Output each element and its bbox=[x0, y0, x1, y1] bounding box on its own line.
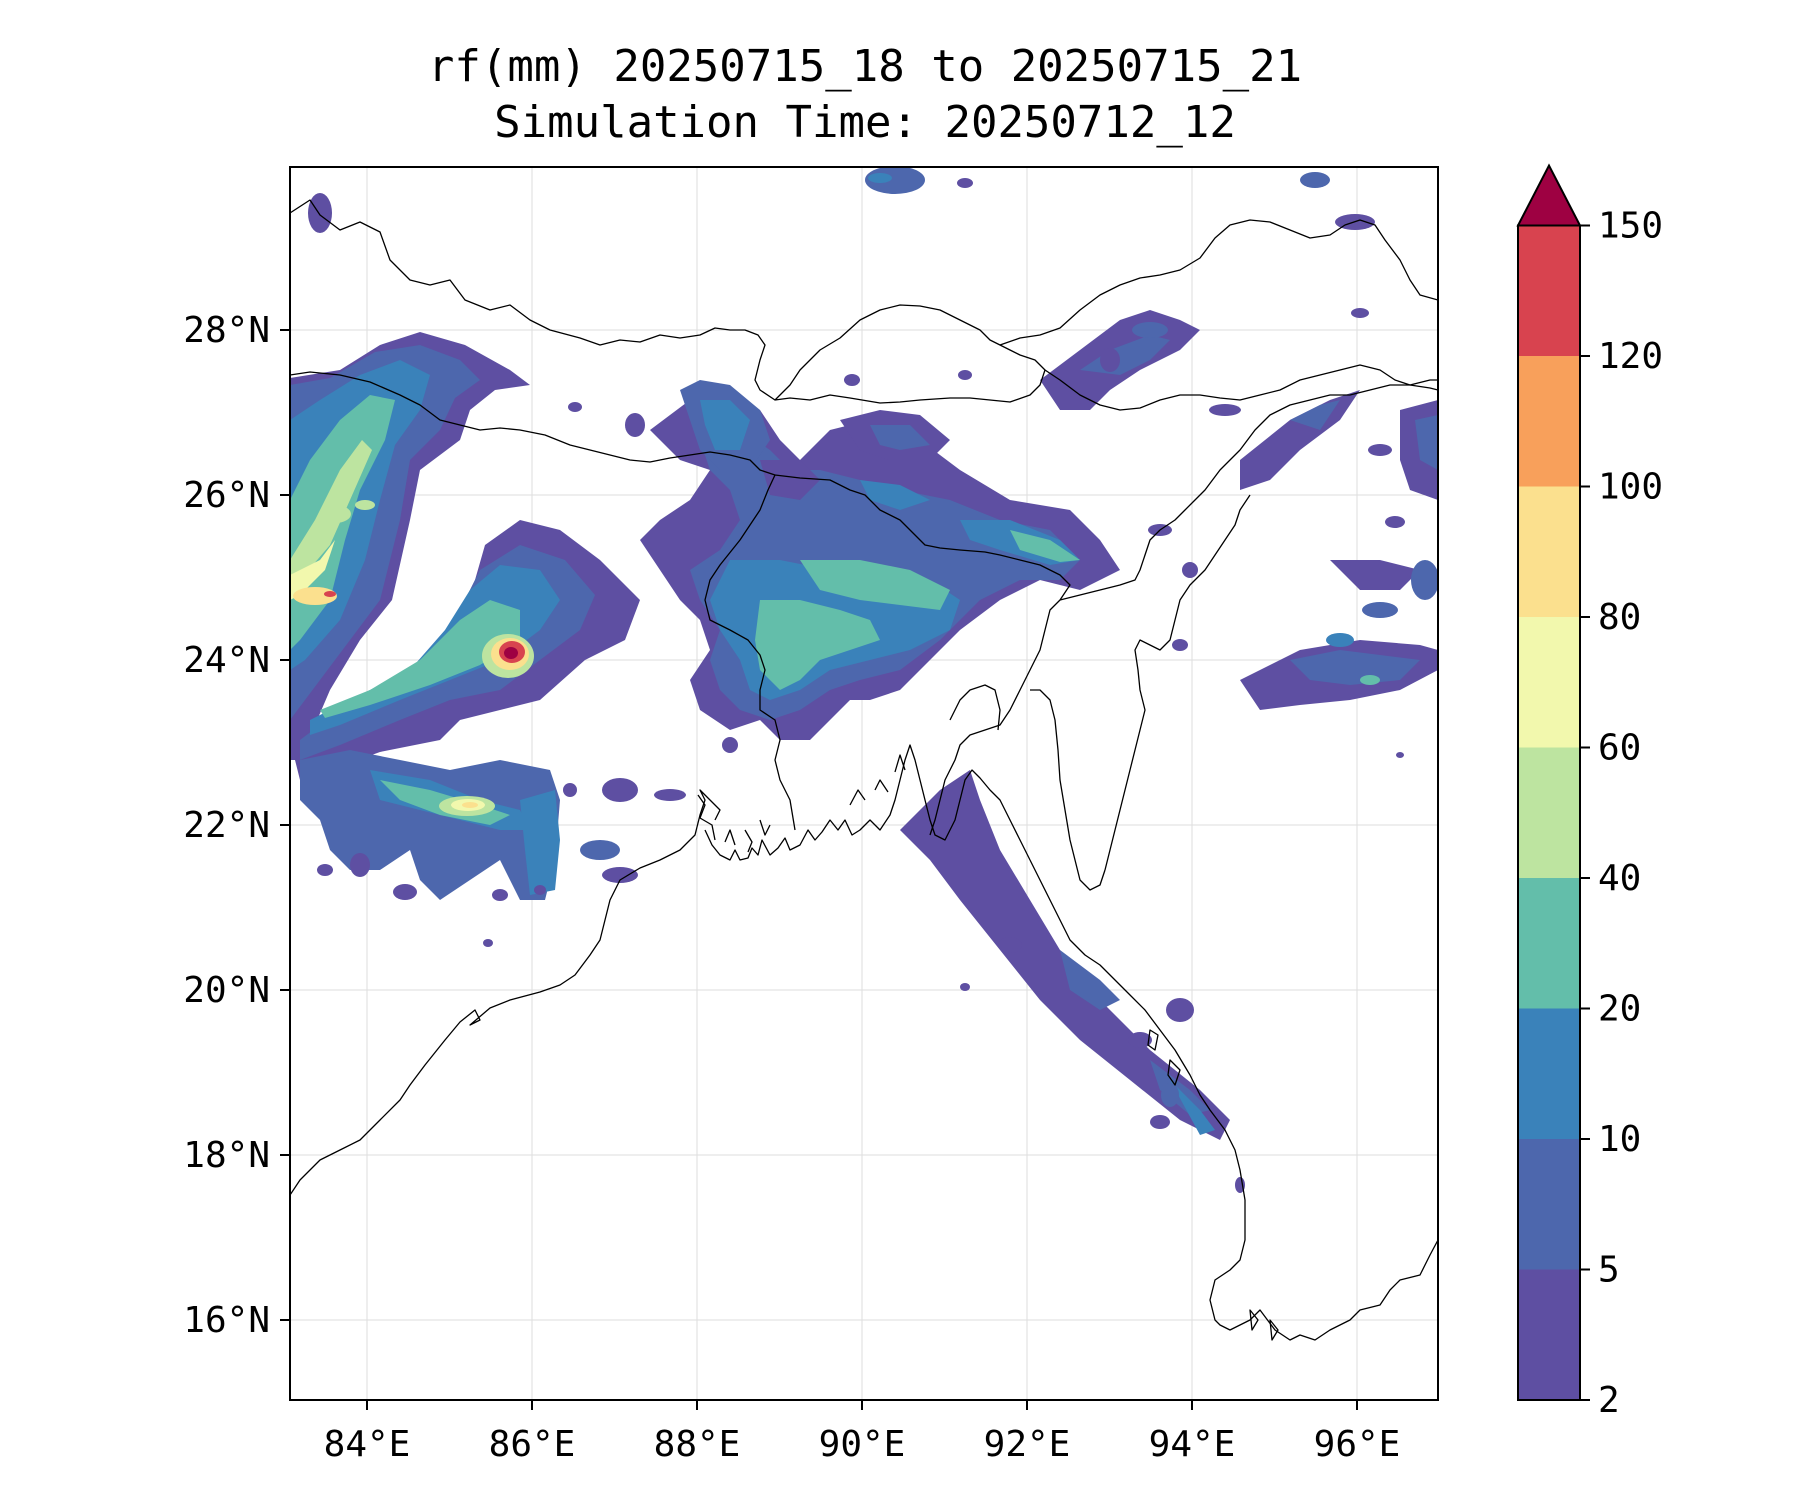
coastlines bbox=[290, 199, 1438, 1341]
colorbar-bin bbox=[1518, 486, 1580, 617]
lon-tick-label: 94°E bbox=[1149, 1424, 1236, 1465]
lon-tick-label: 84°E bbox=[324, 1424, 411, 1465]
border-bangladesh-east bbox=[929, 599, 1061, 836]
border-myanmar-west bbox=[1104, 494, 1251, 871]
colorbar-tick-label: 80 bbox=[1598, 597, 1641, 638]
lat-tick-label: 18°N bbox=[183, 1135, 270, 1176]
coastline-myanmar bbox=[1029, 859, 1438, 1341]
longitude-axis: 84°E 86°E 88°E 90°E 92°E 94°E 96°E bbox=[324, 1400, 1401, 1465]
coastline-sundarbans bbox=[697, 754, 906, 853]
border-bhutan bbox=[774, 304, 1046, 404]
border-india-nepal-south bbox=[290, 371, 776, 476]
lon-tick-label: 96°E bbox=[1314, 1424, 1401, 1465]
colorbar-bin bbox=[1518, 1008, 1580, 1139]
map-title-line1: rf(mm) 20250715_18 to 20250715_21 bbox=[427, 41, 1303, 92]
coastline-india-east bbox=[290, 789, 721, 1196]
rain-cluster-central bbox=[295, 520, 640, 780]
colorbar-tick-label: 100 bbox=[1598, 467, 1663, 508]
colorbar-tick-label: 40 bbox=[1598, 858, 1641, 899]
map-frame bbox=[289, 166, 1439, 1401]
border-tibet bbox=[999, 219, 1438, 346]
colorbar-bin bbox=[1518, 356, 1580, 487]
colorbar-tick-label: 2 bbox=[1598, 1380, 1620, 1421]
gridlines bbox=[290, 167, 1438, 1400]
colorbar-tick-label: 20 bbox=[1598, 989, 1641, 1030]
rainfall-field bbox=[290, 167, 1438, 1193]
rain-specks bbox=[308, 167, 1438, 1193]
coastline-islands bbox=[1147, 1029, 1279, 1341]
lat-tick-label: 16°N bbox=[183, 1300, 270, 1341]
colorbar-tick-label: 60 bbox=[1598, 728, 1641, 769]
lat-tick-label: 28°N bbox=[183, 310, 270, 351]
lat-tick-label: 20°N bbox=[183, 970, 270, 1011]
rain-cluster-north bbox=[680, 380, 950, 500]
coastline-bengal-delta bbox=[704, 744, 1031, 861]
rain-cluster-west bbox=[290, 332, 530, 760]
border-nepal bbox=[290, 199, 776, 401]
colorbar-tick-label: 150 bbox=[1598, 206, 1663, 247]
colorbar-tick-label: 5 bbox=[1598, 1250, 1620, 1291]
lon-tick-label: 86°E bbox=[489, 1424, 576, 1465]
colorbar-tick-label: 120 bbox=[1598, 336, 1663, 377]
lon-tick-label: 88°E bbox=[654, 1424, 741, 1465]
lat-tick-label: 22°N bbox=[183, 805, 270, 846]
lat-tick-label: 24°N bbox=[183, 640, 270, 681]
border-bangladesh-west bbox=[704, 474, 796, 831]
border-bangladesh-north bbox=[774, 474, 1071, 601]
colorbar-bin bbox=[1518, 1269, 1580, 1400]
colorbar-bin bbox=[1518, 225, 1580, 356]
map-title-line2: Simulation Time: 20250712_12 bbox=[494, 97, 1236, 148]
border-manipur-myanmar bbox=[1059, 379, 1438, 601]
lon-tick-label: 90°E bbox=[819, 1424, 906, 1465]
rain-cluster-south bbox=[300, 750, 560, 900]
lat-tick-label: 26°N bbox=[183, 475, 270, 516]
lon-tick-label: 92°E bbox=[984, 1424, 1071, 1465]
rain-cluster-arakan-coast bbox=[900, 770, 1230, 1140]
border-tripura bbox=[949, 684, 1001, 731]
colorbar-bin bbox=[1518, 1139, 1580, 1270]
colorbar-bin bbox=[1518, 617, 1580, 748]
colorbar-bin bbox=[1518, 747, 1580, 878]
border-mizoram bbox=[1030, 689, 1106, 891]
border-arunachal bbox=[1044, 364, 1438, 411]
colorbar-extend-arrow bbox=[1516, 163, 1582, 227]
colorbar: 150 120 100 80 60 40 20 10 5 2 bbox=[1516, 163, 1663, 1421]
colorbar-bin bbox=[1518, 878, 1580, 1009]
colorbar-frame bbox=[1517, 224, 1581, 1401]
latitude-axis: 28°N 26°N 24°N 22°N 20°N 18°N 16°N bbox=[183, 310, 290, 1341]
colorbar-tick-label: 10 bbox=[1598, 1119, 1641, 1160]
